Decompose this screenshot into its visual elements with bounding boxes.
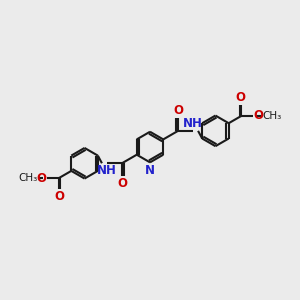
Text: CH₃: CH₃: [262, 111, 282, 121]
Text: CH₃: CH₃: [18, 173, 38, 183]
Text: O: O: [173, 104, 183, 117]
Text: O: O: [36, 172, 46, 185]
Text: NH: NH: [183, 117, 203, 130]
Text: O: O: [236, 91, 246, 104]
Text: O: O: [254, 109, 264, 122]
Text: N: N: [145, 164, 155, 177]
Text: O: O: [117, 177, 127, 190]
Text: NH: NH: [97, 164, 117, 177]
Text: O: O: [54, 190, 64, 203]
